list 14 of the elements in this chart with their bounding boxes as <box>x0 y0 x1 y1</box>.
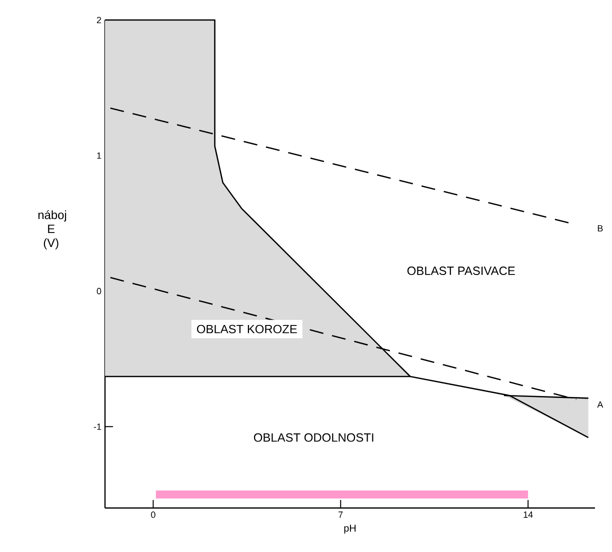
x-tick-label: 7 <box>338 512 343 518</box>
x-axis-title: pH <box>344 524 356 534</box>
annotation: OBLAST KOROZE <box>196 324 297 334</box>
annotation: OBLAST ODOLNOSTI <box>254 433 374 442</box>
text: A <box>597 401 604 408</box>
text: B <box>598 225 603 232</box>
y-tick-label: 0 <box>96 288 102 294</box>
y-tick-label: 1 <box>97 152 102 159</box>
y-axis-title: náboj E (V) <box>38 210 66 250</box>
annotation: OBLAST PASIVACE <box>407 266 515 275</box>
x-tick-label: 14 <box>524 512 533 518</box>
y-tick-label: 2 <box>96 16 102 24</box>
y-tick-label: -1 <box>94 424 102 430</box>
x-tick-label: 0 <box>151 512 156 518</box>
